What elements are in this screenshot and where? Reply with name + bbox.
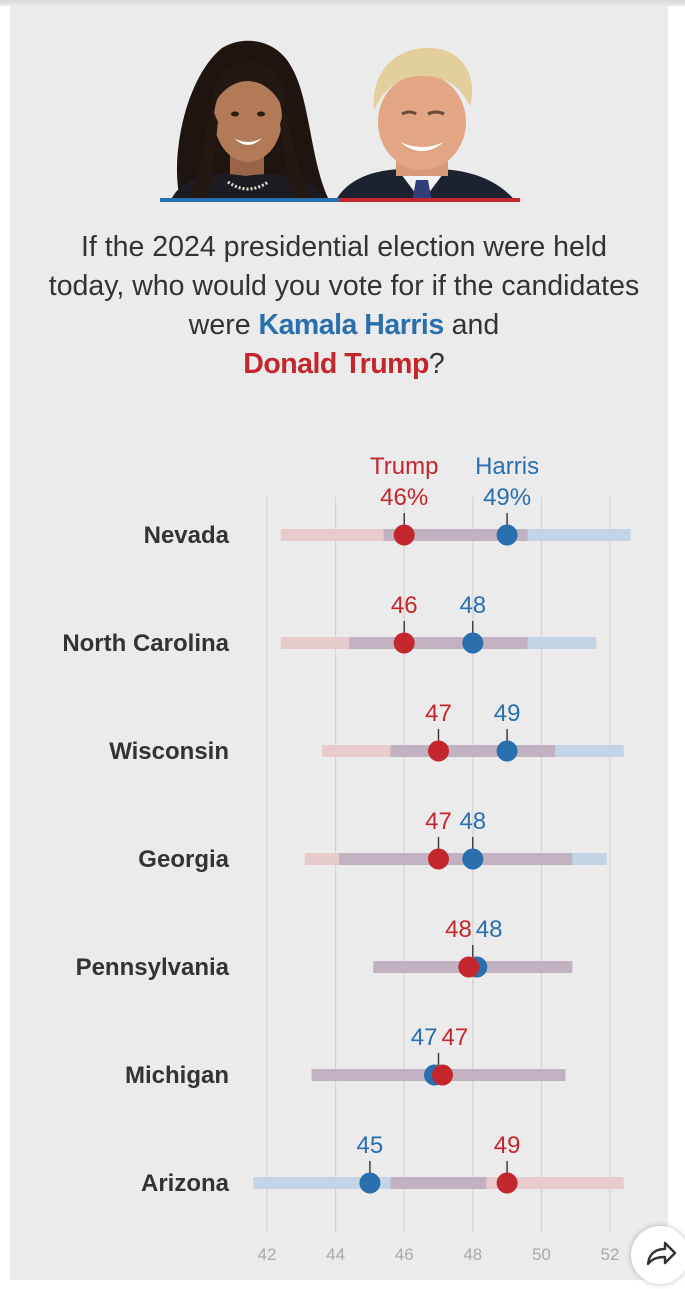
state-label: Wisconsin xyxy=(109,738,229,765)
candidate-photos xyxy=(160,40,520,202)
trump-series-label: Trump xyxy=(370,453,438,480)
trump-dot xyxy=(393,524,415,546)
trump-color-bar xyxy=(340,198,520,202)
state-label: North Carolina xyxy=(62,630,229,657)
harris-dot xyxy=(359,1172,381,1194)
x-tick-label: 42 xyxy=(258,1245,277,1264)
trump-dot xyxy=(458,956,480,978)
overlap-range-bar xyxy=(383,529,528,541)
state-label: Pennsylvania xyxy=(76,954,230,981)
overlap-range-bar xyxy=(390,745,556,757)
harris-value-label: 47 xyxy=(411,1024,438,1051)
trump-name: Donald Trump xyxy=(243,348,429,380)
question-middle: and xyxy=(443,309,500,341)
harris-dot xyxy=(496,740,518,762)
question-text: If the 2024 presidential election were h… xyxy=(48,231,640,341)
trump-dot xyxy=(432,1064,453,1086)
harris-value-label: 45 xyxy=(357,1132,384,1159)
state-label: Nevada xyxy=(144,522,230,549)
x-tick-label: 50 xyxy=(532,1245,551,1264)
share-button[interactable] xyxy=(631,1226,685,1284)
harris-value-label: 48 xyxy=(476,916,503,943)
question-headline: If the 2024 presidential election were h… xyxy=(40,228,648,384)
x-tick-label: 48 xyxy=(463,1245,482,1264)
trump-dot xyxy=(428,740,449,762)
harris-dot xyxy=(496,524,518,546)
state-label: Georgia xyxy=(138,846,229,873)
state-label: Michigan xyxy=(125,1062,229,1089)
trump-value-label: 47 xyxy=(425,700,452,727)
harris-dot xyxy=(462,848,484,870)
harris-name: Kamala Harris xyxy=(258,309,445,341)
question-end: ? xyxy=(428,348,445,380)
overlap-range-bar xyxy=(349,637,528,649)
harris-series-label: Harris xyxy=(475,453,539,480)
harris-value-label: 48 xyxy=(459,592,486,619)
harris-value-label: 49% xyxy=(483,484,531,511)
overlap-range-bar xyxy=(390,1177,487,1189)
harris-color-bar xyxy=(160,198,340,202)
trump-value-label: 47 xyxy=(442,1024,469,1051)
share-arrow-icon xyxy=(646,1241,677,1266)
harris-photo xyxy=(170,40,328,202)
trump-value-label: 46% xyxy=(380,484,428,511)
trump-value-label: 47 xyxy=(425,808,452,835)
x-tick-label: 44 xyxy=(326,1245,345,1264)
x-tick-label: 52 xyxy=(601,1245,620,1264)
trump-dot xyxy=(496,1172,518,1194)
harris-value-label: 48 xyxy=(459,808,486,835)
state-label: Arizona xyxy=(141,1170,230,1197)
harris-value-label: 49 xyxy=(494,700,521,727)
harris-dot xyxy=(462,632,484,654)
trump-dot xyxy=(428,848,449,870)
trump-value-label: 46 xyxy=(391,592,418,619)
trump-photo xyxy=(335,47,516,202)
x-tick-label: 46 xyxy=(395,1245,414,1264)
trump-value-label: 48 xyxy=(445,916,472,943)
trump-dot xyxy=(393,632,415,654)
overlap-range-bar xyxy=(339,853,573,865)
trump-value-label: 49 xyxy=(494,1132,521,1159)
top-shadow xyxy=(0,0,685,6)
